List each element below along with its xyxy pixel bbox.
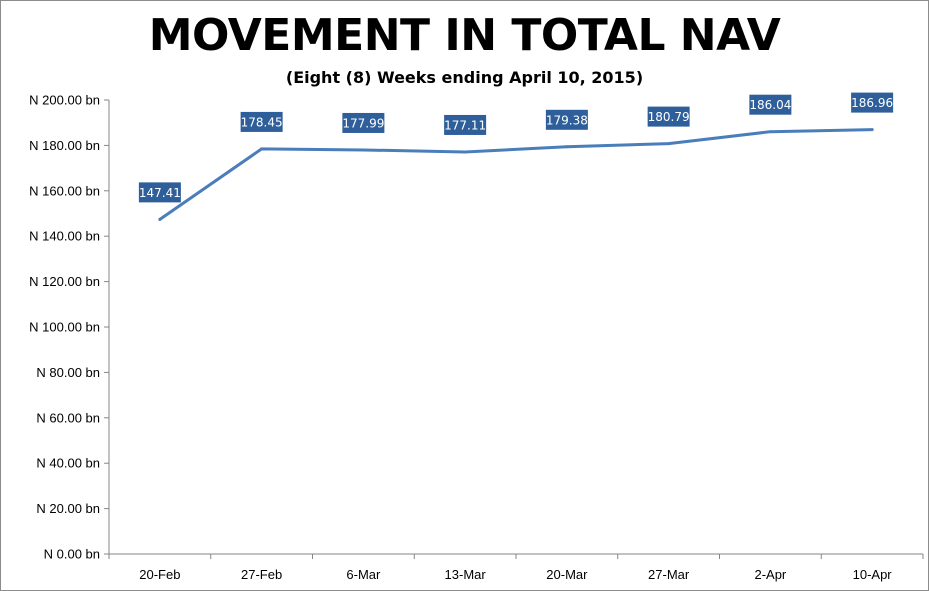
data-label-text: 179.38 [546, 113, 588, 127]
x-tick-label: 20-Mar [546, 567, 588, 582]
data-label-box [647, 106, 690, 127]
data-label-text: 186.04 [749, 98, 791, 112]
y-tick-label: N 100.00 bn [29, 320, 100, 335]
y-tick-label: N 60.00 bn [36, 410, 100, 425]
data-labels-group: 147.41 178.45 177.99 177.11 179.38 180.79 186.… [138, 92, 894, 203]
data-label-text: 177.11 [444, 118, 486, 132]
data-label: 177.11 [444, 114, 487, 135]
data-point [565, 145, 569, 149]
data-label-text: 180.79 [648, 110, 690, 124]
data-label: 179.38 [545, 109, 588, 130]
y-tick-label: N 80.00 bn [36, 365, 100, 380]
x-tick-label: 10-Apr [853, 567, 893, 582]
data-label-text: 178.45 [241, 115, 283, 129]
data-label: 180.79 [647, 106, 690, 127]
data-label-box [240, 111, 283, 132]
y-axis-tick-labels: N 0.00 bn N 20.00 bn N 40.00 bn N 60.00 bn N… [29, 93, 100, 562]
x-axis-tick-labels: 20-Feb 27-Feb 6-Mar 13-Mar 20-Mar 27-Mar 2-Apr… [139, 567, 892, 582]
x-tick-label: 13-Mar [445, 567, 487, 582]
y-tick-label: N 20.00 bn [36, 501, 100, 516]
data-label-box [851, 92, 894, 113]
data-label: 177.99 [342, 112, 385, 133]
x-tick-label: 27-Mar [648, 567, 690, 582]
data-point [158, 217, 162, 221]
y-tick-label: N 180.00 bn [29, 138, 100, 153]
data-point [463, 150, 467, 154]
chart-axes [104, 99, 924, 559]
y-tick-label: N 200.00 bn [29, 93, 100, 108]
x-tick-label: 27-Feb [241, 567, 282, 582]
series-line [158, 128, 874, 221]
data-label-box [444, 114, 487, 135]
data-label: 178.45 [240, 111, 283, 132]
data-point [361, 148, 365, 152]
data-point [768, 130, 772, 134]
data-label-text: 186.96 [851, 96, 893, 110]
y-tick-label: N 140.00 bn [29, 229, 100, 244]
data-point [260, 147, 264, 151]
y-tick-label: N 160.00 bn [29, 183, 100, 198]
y-tick-label: N 40.00 bn [36, 456, 100, 471]
data-point [870, 128, 874, 132]
data-label-text: 177.99 [342, 116, 384, 130]
data-label: 147.41 [138, 182, 181, 203]
chart-subtitle: (Eight (8) Weeks ending April 10, 2015) [285, 68, 644, 87]
x-tick-label: 6-Mar [346, 567, 381, 582]
chart-title: MOVEMENT IN TOTAL NAV [148, 10, 781, 61]
x-tick-label: 2-Apr [754, 567, 786, 582]
y-tick-label: N 0.00 bn [44, 547, 100, 562]
y-tick-label: N 120.00 bn [29, 274, 100, 289]
data-label: 186.04 [749, 94, 792, 115]
data-label: 186.96 [851, 92, 894, 113]
data-label-box [749, 94, 792, 115]
data-label-box [545, 109, 588, 130]
data-label-text: 147.41 [139, 186, 181, 200]
x-tick-label: 20-Feb [139, 567, 180, 582]
series-line-group [158, 128, 874, 221]
data-label-box [342, 112, 385, 133]
data-point [667, 142, 671, 146]
data-label-box [138, 182, 181, 203]
